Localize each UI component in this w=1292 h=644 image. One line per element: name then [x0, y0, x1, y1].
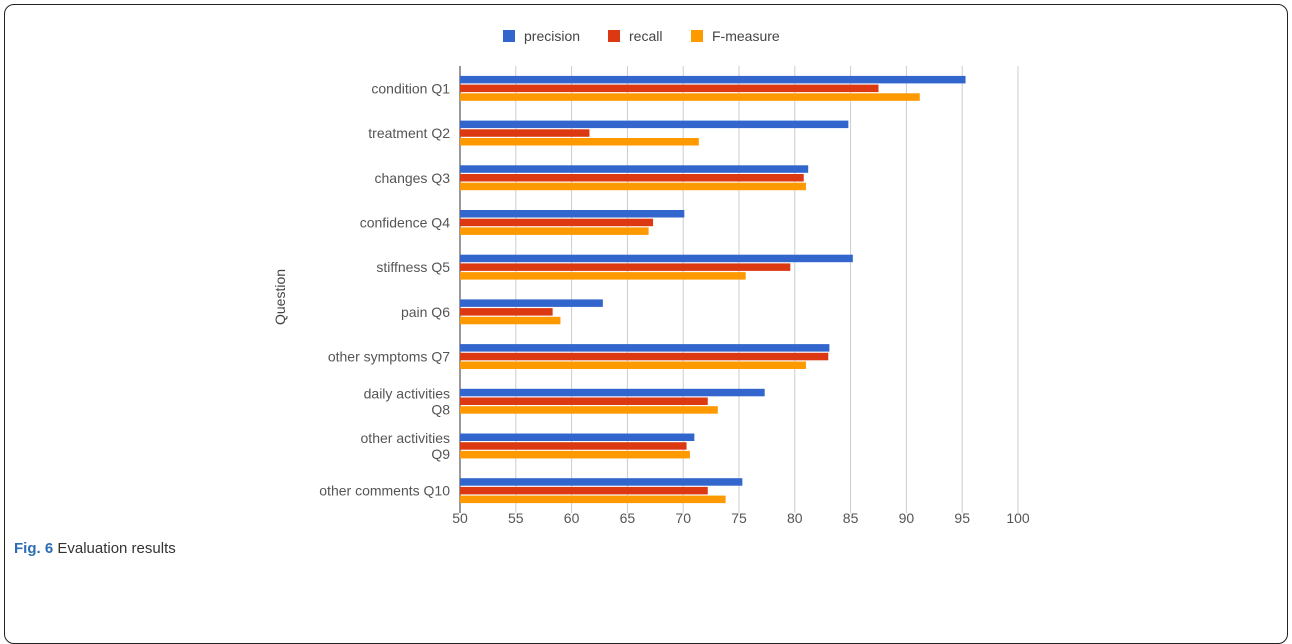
- bar-recall: [460, 174, 804, 182]
- bar-recall: [460, 263, 791, 271]
- bar-f-measure: [460, 406, 718, 414]
- legend-swatch: [691, 30, 703, 42]
- category-label: stiffness Q5: [376, 259, 450, 275]
- category-labels: condition Q1 treatment Q2 changes Q3 confid…: [319, 80, 450, 498]
- category-label: other comments Q10: [319, 483, 450, 499]
- figure-caption: Fig. 6 Evaluation results: [14, 540, 176, 557]
- category-label: condition Q1: [371, 80, 450, 96]
- legend-label: F-measure: [712, 28, 780, 44]
- x-tick-label: 50: [452, 510, 468, 526]
- bar-precision: [460, 478, 743, 486]
- chart-legend: precision recall F-measure: [503, 28, 780, 44]
- bar-recall: [460, 129, 590, 137]
- bar-precision: [460, 120, 849, 129]
- bar-recall: [460, 442, 687, 450]
- category-label: daily activities: [364, 385, 450, 401]
- bar-precision: [460, 210, 685, 218]
- category-label: other activities: [361, 430, 450, 446]
- evaluation-bar-chart: precision recall F-measure condition Q1 tre…: [272, 28, 1030, 526]
- bar-f-measure: [460, 138, 699, 146]
- bar-precision: [460, 433, 695, 441]
- bar-precision: [460, 388, 765, 397]
- category-label: changes Q3: [375, 170, 451, 186]
- legend-swatch: [503, 30, 515, 42]
- y-axis-label: Question: [272, 269, 288, 325]
- bar-f-measure: [460, 93, 920, 101]
- x-tick-label: 80: [787, 510, 803, 526]
- caption-label: Fig. 6: [14, 540, 54, 557]
- x-tick-label: 100: [1006, 510, 1030, 526]
- legend-label: precision: [524, 28, 580, 44]
- x-tick-labels: 50 55 60 65 70 75 80 85 90 95 100: [452, 510, 1030, 526]
- legend-label: recall: [629, 28, 662, 44]
- x-tick-label: 55: [508, 510, 524, 526]
- bar-f-measure: [460, 182, 806, 191]
- legend-swatch: [608, 30, 620, 42]
- x-tick-label: 60: [564, 510, 580, 526]
- caption-text: Evaluation results: [57, 540, 176, 557]
- x-tick-label: 65: [620, 510, 636, 526]
- x-tick-label: 90: [899, 510, 915, 526]
- bar-precision: [460, 299, 603, 307]
- bar-precision: [460, 75, 966, 84]
- bar-recall: [460, 308, 553, 316]
- bar-precision: [460, 344, 830, 352]
- bar-f-measure: [460, 450, 690, 459]
- bar-f-measure: [460, 272, 746, 280]
- x-tick-label: 70: [675, 510, 691, 526]
- category-label: treatment Q2: [368, 125, 450, 141]
- bar-recall: [460, 84, 879, 93]
- category-label: other symptoms Q7: [328, 349, 450, 365]
- bar-recall: [460, 218, 654, 227]
- bar-recall: [460, 486, 708, 495]
- bar-f-measure: [460, 495, 726, 504]
- category-label: pain Q6: [401, 304, 450, 320]
- category-label: Q8: [431, 401, 450, 417]
- bar-f-measure: [460, 361, 806, 369]
- bar-precision: [460, 165, 809, 173]
- category-label: Q9: [431, 446, 450, 462]
- x-tick-label: 95: [954, 510, 970, 526]
- category-label: confidence Q4: [360, 214, 450, 230]
- bar-f-measure: [460, 227, 649, 235]
- x-tick-label: 85: [843, 510, 859, 526]
- x-tick-label: 75: [731, 510, 747, 526]
- bar-f-measure: [460, 316, 561, 325]
- bar-recall: [460, 352, 829, 361]
- bar-precision: [460, 254, 853, 263]
- chart-bars: [460, 75, 966, 504]
- bar-recall: [460, 397, 708, 405]
